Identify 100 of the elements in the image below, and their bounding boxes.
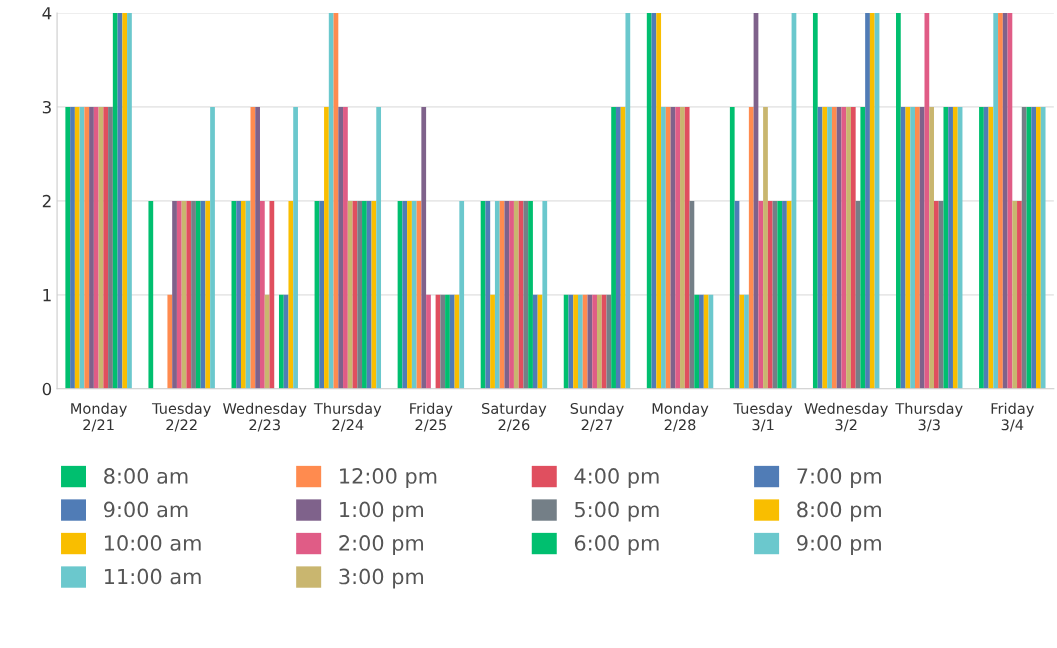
- bar: [293, 106, 298, 389]
- bar: [744, 294, 749, 389]
- bar: [176, 200, 182, 389]
- bar: [362, 200, 367, 389]
- y-tick-label: 3: [42, 100, 51, 114]
- bar: [846, 106, 851, 389]
- bar: [827, 106, 832, 389]
- bar: [611, 106, 616, 389]
- bar: [1012, 200, 1018, 389]
- legend-label: 12:00 pm: [340, 468, 437, 488]
- bar: [767, 200, 773, 389]
- bar: [186, 200, 192, 389]
- bar: [822, 106, 828, 389]
- bar: [236, 200, 241, 389]
- bar: [513, 200, 519, 389]
- bar: [357, 200, 363, 389]
- bar: [924, 12, 930, 389]
- bar: [338, 106, 344, 389]
- bar: [661, 106, 666, 389]
- bar: [758, 200, 764, 389]
- bar: [528, 200, 533, 389]
- bar: [89, 106, 94, 389]
- legend-label: 2:00 pm: [339, 535, 423, 555]
- bar: [896, 12, 901, 389]
- bar: [606, 294, 612, 389]
- bar: [979, 106, 984, 389]
- bar: [933, 200, 939, 389]
- bar: [411, 200, 417, 389]
- bar: [699, 294, 704, 389]
- bar: [915, 106, 920, 389]
- bar: [729, 106, 735, 389]
- bar: [278, 294, 284, 389]
- bar: [680, 106, 685, 389]
- bar: [343, 106, 348, 389]
- bar: [850, 106, 856, 389]
- bar: [191, 200, 196, 389]
- bar: [1021, 106, 1027, 389]
- bar: [93, 106, 99, 389]
- x-tick-label: Thursday 2/24: [313, 402, 382, 432]
- x-tick-label: Tuesday 3/1: [733, 402, 793, 432]
- bar: [445, 294, 450, 389]
- x-tick-label: Monday 2/28: [652, 402, 709, 432]
- bar: [532, 294, 538, 389]
- bar: [910, 106, 915, 389]
- bar: [84, 106, 90, 389]
- bar: [993, 12, 999, 389]
- x-tick-label: Wednesday 2/23: [223, 402, 307, 432]
- bar: [449, 294, 455, 389]
- bar: [684, 106, 690, 389]
- x-tick-label: Thursday 3/3: [895, 402, 963, 432]
- bar: [205, 200, 211, 389]
- bar: [288, 200, 294, 389]
- bar: [983, 106, 989, 389]
- bar: [523, 200, 529, 389]
- legend-label: 3:00 pm: [339, 568, 423, 589]
- bar: [646, 12, 652, 389]
- bar: [485, 200, 491, 389]
- bar: [786, 200, 792, 389]
- x-tick-label: Wednesday 3/2: [804, 402, 888, 432]
- bar: [615, 106, 621, 389]
- bar: [347, 200, 353, 389]
- bar: [929, 106, 934, 389]
- bar: [407, 200, 412, 389]
- bar: [440, 294, 446, 389]
- bar: [596, 294, 602, 389]
- bar: [587, 294, 593, 389]
- y-tick-label: 1: [43, 289, 51, 302]
- bar: [860, 106, 866, 389]
- x-tick-label: Sunday 2/27: [570, 402, 624, 432]
- bar: [74, 106, 80, 389]
- x-tick-label: Saturday 2/26: [482, 402, 547, 432]
- bar: [1036, 106, 1041, 389]
- legend-label: 11:00 am: [104, 568, 201, 585]
- bar: [625, 12, 631, 389]
- bar: [943, 106, 949, 389]
- bar: [148, 200, 154, 389]
- bar: [112, 12, 118, 389]
- x-tick-label: Tuesday 2/22: [151, 402, 211, 432]
- legend-label: 5:00 pm: [575, 501, 659, 522]
- bar: [665, 106, 671, 389]
- legend-label: 1:00 pm: [340, 501, 423, 522]
- y-tick-label: 2: [42, 194, 51, 208]
- bar: [167, 294, 173, 389]
- bar: [122, 12, 128, 389]
- bar: [777, 200, 783, 389]
- bar: [328, 12, 334, 389]
- bar: [1031, 106, 1037, 389]
- bar: [319, 200, 325, 389]
- bar: [324, 106, 329, 389]
- bar: [241, 200, 246, 389]
- bar: [504, 200, 510, 389]
- bar: [1002, 12, 1008, 389]
- bar: [748, 106, 754, 389]
- bar: [865, 12, 870, 389]
- bar: [763, 106, 768, 389]
- bar: [812, 12, 818, 389]
- bar: [376, 106, 382, 389]
- bar: [402, 200, 408, 389]
- bar: [459, 200, 465, 389]
- bar: [542, 200, 548, 389]
